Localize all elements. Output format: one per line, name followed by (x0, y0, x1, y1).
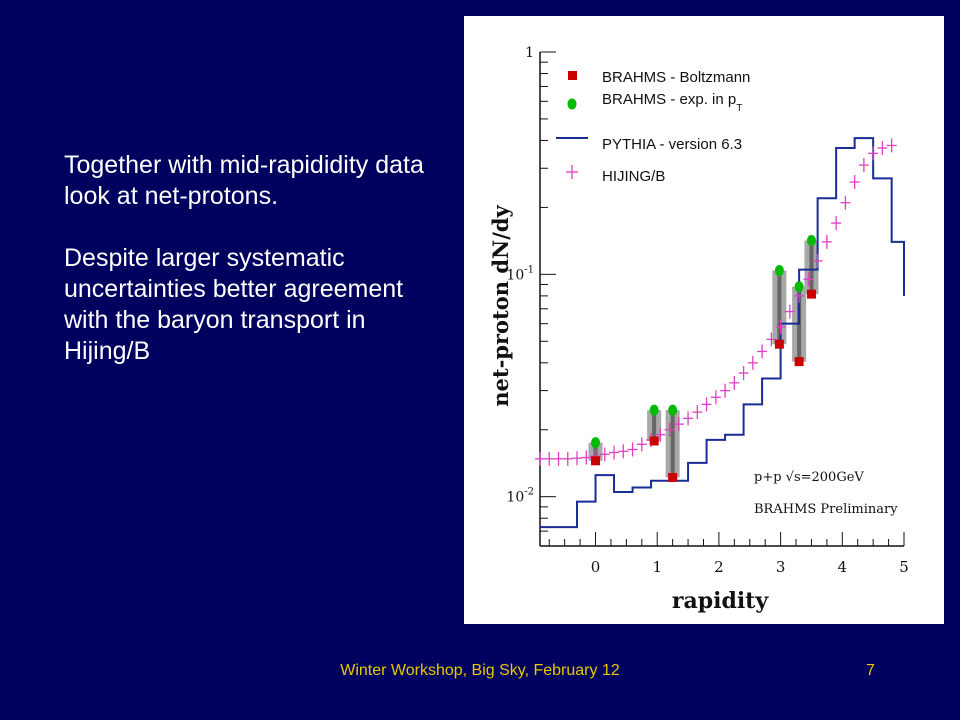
hijing-point (609, 445, 620, 460)
exp-pt-point (794, 281, 804, 293)
annotation-preliminary: BRAHMS Preliminary (754, 502, 898, 517)
hijing-point (729, 375, 740, 390)
hijing-point (562, 451, 573, 466)
x-tick-label: 4 (838, 558, 848, 576)
data-layer (535, 137, 905, 529)
hijing-point (553, 451, 564, 466)
hijing-point (877, 141, 888, 156)
hijing-point (636, 437, 647, 452)
hijing-point (849, 175, 860, 190)
hijing-point (812, 253, 823, 268)
slide-number: 7 (866, 662, 875, 679)
pythia-histogram (540, 137, 905, 529)
hijing-point (544, 451, 555, 466)
y-tick-label: 1 (525, 45, 534, 61)
exp-pt-point (774, 265, 784, 277)
legend-label: HIJING/B (602, 168, 665, 185)
systematic-band-core (777, 270, 782, 345)
hijing-point (831, 216, 842, 231)
legend-marker-exp-pt (567, 98, 577, 110)
hijing-point (747, 355, 758, 370)
boltzmann-point (668, 472, 678, 482)
hijing-point (692, 405, 703, 420)
hijing-point (627, 442, 638, 457)
hijing-point (599, 447, 610, 462)
x-axis-label: rapidity (672, 588, 769, 614)
hijing-point (720, 383, 731, 398)
hijing-point (821, 234, 832, 249)
hijing-point (840, 195, 851, 210)
hijing-point (766, 332, 777, 347)
hijing-point (535, 451, 545, 466)
hijing-point (784, 304, 795, 319)
hijing-point (803, 272, 814, 287)
legend-marker-boltzmann (568, 71, 577, 80)
paragraph-conclusion: Despite larger systematic uncertainties … (64, 244, 404, 365)
paragraph-intro: Together with mid-rapididity data look a… (64, 151, 424, 210)
hijing-point (886, 138, 897, 153)
y-axis-label: net-proton dN/dy (488, 204, 513, 406)
boltzmann-point (591, 456, 601, 466)
legend-label: BRAHMS - Boltzmann (602, 69, 750, 86)
hijing-point (868, 146, 879, 161)
slide-body-text: Together with mid-rapididity data look a… (64, 150, 444, 367)
exp-pt-point (806, 234, 816, 246)
hijing-point (581, 450, 592, 465)
boltzmann-point (774, 339, 784, 349)
boltzmann-point (794, 357, 804, 367)
net-proton-chart: 0 1 2 3 4 510-210-11 BRAHMS - BoltzmannBRAHMS… (488, 45, 909, 614)
figure-panel: 0 1 2 3 4 5 10-2 10-1 1 BRAHMS - Boltzmann BRAHMS… (464, 16, 944, 624)
x-tick-label: 5 (899, 558, 909, 576)
systematic-band-core (652, 410, 657, 441)
x-tick-label: 3 (776, 558, 786, 576)
hijing-point (618, 444, 629, 459)
x-tick-label: 0 (591, 558, 601, 576)
y-tick-label: 10-2 (506, 487, 534, 506)
axes: 0 1 2 3 4 5 10-2 10-1 1 (506, 45, 908, 576)
boltzmann-point (806, 289, 816, 299)
hijing-point (701, 397, 712, 412)
boltzmann-point (649, 436, 659, 446)
systematic-band-core (670, 410, 675, 478)
hijing-point (664, 422, 675, 437)
hijing-point (572, 451, 583, 466)
hijing-point (655, 427, 666, 442)
x-tick-label: 1 (652, 558, 662, 576)
footer-text: Winter Workshop, Big Sky, February 12 (340, 662, 620, 679)
exp-pt-point (668, 404, 678, 416)
legend-label: BRAHMS - exp. in pT (602, 91, 742, 114)
hijing-point (673, 417, 684, 432)
hijing-point (757, 344, 768, 359)
hijing-point (858, 158, 869, 173)
annotation-collision: p+p √s=200GeV (754, 470, 864, 485)
legend-label: PYTHIA - version 6.3 (602, 136, 742, 153)
hijing-point (710, 390, 721, 405)
hijing-point (738, 365, 749, 380)
x-tick-label: 2 (714, 558, 724, 576)
y-tick-label: 10-1 (506, 264, 534, 283)
hijing-point (683, 411, 694, 426)
systematic-band-core (809, 240, 814, 295)
exp-pt-point (649, 404, 659, 416)
exp-pt-point (591, 437, 601, 449)
hijing-point (775, 319, 786, 334)
legend: BRAHMS - Boltzmann BRAHMS - exp. in pT PYT… (556, 69, 750, 185)
